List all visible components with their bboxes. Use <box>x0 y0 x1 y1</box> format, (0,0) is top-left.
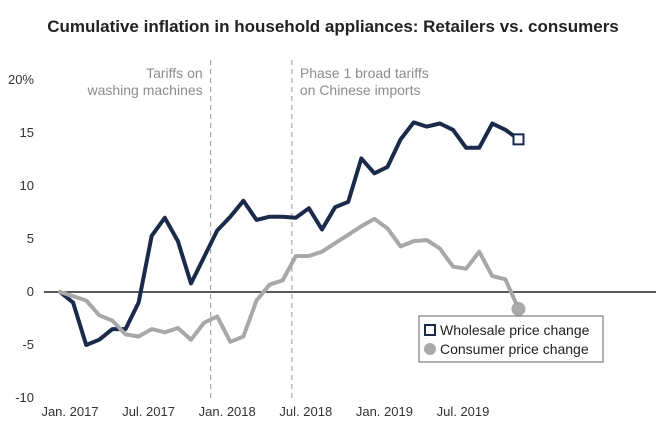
annotation-text: Tariffs on <box>146 65 203 81</box>
series-layer <box>58 120 526 347</box>
annotation-text: Phase 1 broad tariffs <box>300 65 429 81</box>
legend-square-icon <box>424 324 436 336</box>
legend: Wholesale price change Consumer price ch… <box>418 315 604 363</box>
wholesale-end-marker <box>512 133 525 146</box>
x-tick-label: Jan. 2017 <box>41 404 98 419</box>
legend-label-wholesale: Wholesale price change <box>440 322 590 338</box>
y-tick-label: 15 <box>20 125 34 140</box>
axis-layer: 20% 15 10 5 0 -5 -10 Jan. 2017 Jul. 2017 Jan. 201… <box>8 72 656 419</box>
y-tick-label: 20% <box>8 72 34 87</box>
consumer-series-line <box>58 216 521 344</box>
y-tick-label: -5 <box>22 337 34 352</box>
y-tick-label: 5 <box>27 231 34 246</box>
x-tick-label: Jul. 2019 <box>437 404 490 419</box>
consumer-end-marker <box>511 301 526 316</box>
y-tick-label: 0 <box>27 284 34 299</box>
x-tick-label: Jan. 2018 <box>199 404 256 419</box>
annotation-text: on Chinese imports <box>300 82 421 98</box>
y-tick-label: 10 <box>20 178 34 193</box>
x-tick-label: Jul. 2018 <box>279 404 332 419</box>
x-tick-label: Jan. 2019 <box>356 404 413 419</box>
y-tick-label: -10 <box>15 390 34 405</box>
legend-box <box>418 315 604 363</box>
chart-title: Cumulative inflation in household applia… <box>47 17 619 36</box>
wholesale-series-line <box>58 120 521 347</box>
annotation-text: washing machines <box>86 82 202 98</box>
x-tick-label: Jul. 2017 <box>122 404 175 419</box>
legend-circle-icon <box>424 343 436 355</box>
legend-label-consumer: Consumer price change <box>440 341 589 357</box>
